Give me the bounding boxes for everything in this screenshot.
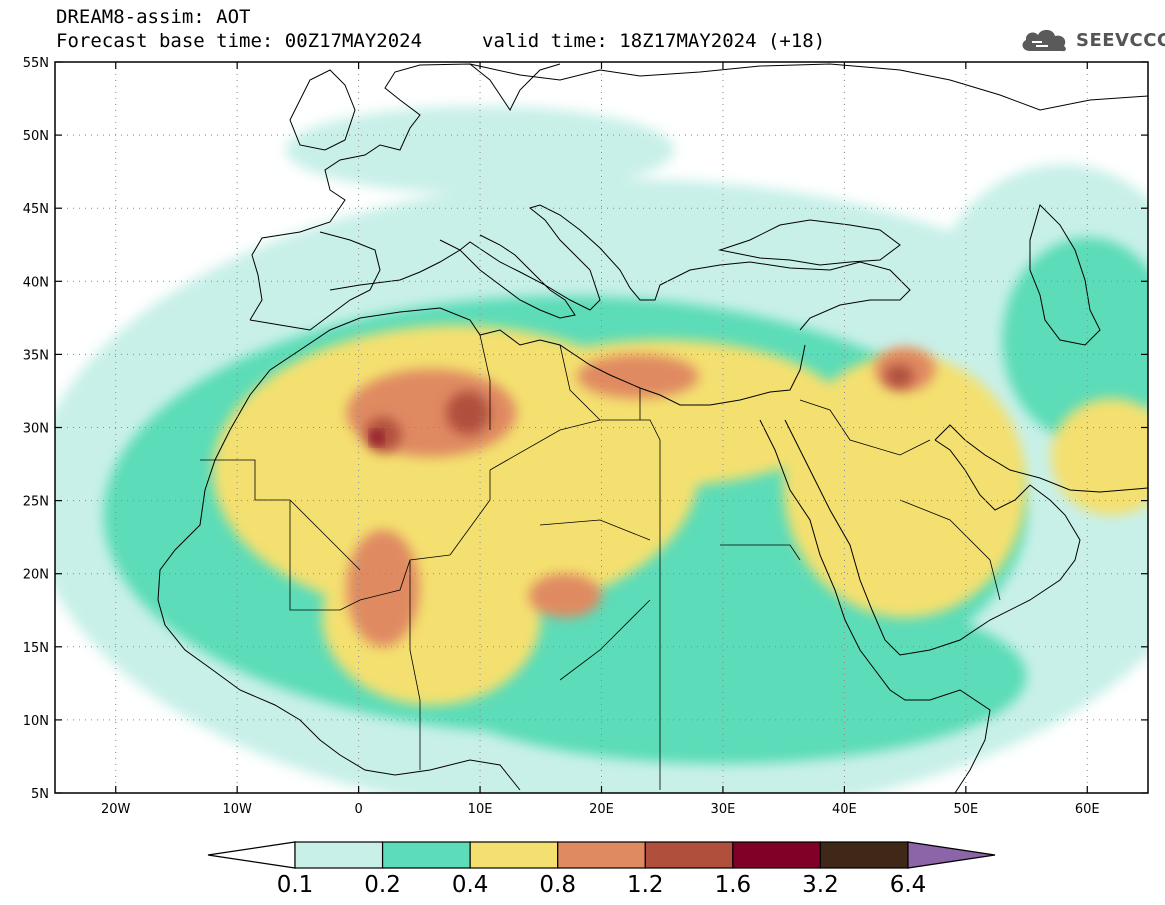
colorbar-swatch bbox=[294, 841, 384, 869]
aot-region-1.6-0 bbox=[370, 430, 383, 446]
colorbar-label: 1.6 bbox=[715, 872, 752, 898]
colorbar-label: 0.8 bbox=[539, 872, 576, 898]
lat-tick-label: 45N bbox=[23, 202, 49, 217]
colorbar-label: 1.2 bbox=[627, 872, 664, 898]
map-title: DREAM8-assim: AOT bbox=[56, 6, 251, 28]
coastline-red-sea bbox=[759, 419, 991, 793]
coastline-persian-gulf bbox=[934, 424, 1148, 493]
lat-tick-label: 50N bbox=[23, 129, 49, 144]
lon-tick-label: 30E bbox=[711, 802, 736, 817]
aot-level-1.6 bbox=[370, 430, 383, 446]
lat-tick-label: 5N bbox=[31, 787, 49, 802]
lat-tick-label: 20N bbox=[23, 568, 49, 583]
aot-region-0.4-3 bbox=[783, 354, 1027, 618]
colorbar-swatch bbox=[644, 841, 734, 869]
lon-tick-label: 60E bbox=[1075, 802, 1100, 817]
forecast-base-time: Forecast base time: 00Z17MAY2024 bbox=[56, 30, 423, 52]
lon-tick-label: 20W bbox=[101, 802, 131, 817]
lat-tick-label: 10N bbox=[23, 714, 49, 729]
cloud-icon bbox=[1022, 29, 1066, 52]
aot-region-1.2-0 bbox=[364, 417, 402, 453]
coastline-britain bbox=[289, 69, 356, 151]
lat-tick-label: 15N bbox=[23, 641, 49, 656]
colorbar-label: 0.1 bbox=[277, 872, 314, 898]
colorbar-label: 3.2 bbox=[802, 872, 839, 898]
aot-level-0.8 bbox=[346, 347, 936, 647]
colorbar-label: 0.4 bbox=[452, 872, 489, 898]
coastlines bbox=[157, 63, 1148, 793]
colorbar: 0.1 0.2 0.4 0.8 1.2 1.6 3.2 6.4 bbox=[207, 841, 996, 898]
lat-tick-label: 35N bbox=[23, 348, 49, 363]
aot-region-0.2-1 bbox=[1002, 237, 1148, 443]
coastline-iberia bbox=[249, 231, 381, 331]
aot-region-0.8-1 bbox=[346, 529, 420, 647]
aot-region-1.2-2 bbox=[884, 364, 914, 389]
colorbar-label: 0.2 bbox=[364, 872, 401, 898]
aot-field bbox=[55, 105, 1148, 793]
coastline-west-africa bbox=[157, 429, 521, 791]
colorbar-over-arrow bbox=[907, 841, 996, 869]
coastline-scandinavia bbox=[469, 63, 561, 111]
colorbar-swatch bbox=[469, 841, 559, 869]
aot-region-1.2-1 bbox=[446, 390, 490, 435]
lon-tick-label: 20E bbox=[589, 802, 614, 817]
lon-tick-label: 10W bbox=[222, 802, 252, 817]
aot-level-0.4 bbox=[212, 325, 1148, 706]
graticule bbox=[55, 62, 1148, 793]
lat-tick-label: 55N bbox=[23, 56, 49, 71]
coastline-europe bbox=[249, 63, 1148, 321]
axes: 55N 50N 45N 40N 35N 30N 25N 20N 15N 10N 5N 20W 10W 0 1… bbox=[23, 56, 1148, 817]
colorbar-swatch bbox=[819, 841, 909, 869]
coastline-caspian bbox=[1029, 204, 1101, 346]
coastline-italy bbox=[439, 234, 576, 319]
lon-tick-label: 50E bbox=[953, 802, 978, 817]
aot-region-0.1-1 bbox=[285, 105, 675, 194]
logo-text: SEEVCCC bbox=[1076, 29, 1165, 51]
lon-tick-label: 40E bbox=[832, 802, 857, 817]
seevccc-logo: SEEVCCC bbox=[1018, 22, 1165, 58]
coastline-black-sea bbox=[718, 219, 901, 266]
aot-region-0.4-1 bbox=[480, 339, 845, 486]
border-lines bbox=[200, 334, 1001, 790]
lon-tick-label: 10E bbox=[468, 802, 493, 817]
lon-tick-label: 0 bbox=[354, 802, 362, 817]
aot-region-0.8-3 bbox=[577, 354, 699, 399]
colorbar-label: 6.4 bbox=[890, 872, 927, 898]
coastline-arabia bbox=[784, 419, 1081, 656]
lat-tick-label: 25N bbox=[23, 495, 49, 510]
colorbar-swatch bbox=[732, 841, 822, 869]
aot-region-0.8-2 bbox=[528, 573, 602, 618]
lat-tick-label: 30N bbox=[23, 422, 49, 437]
coastline-north-africa bbox=[229, 307, 806, 431]
valid-time: valid time: 18Z17MAY2024 (+18) bbox=[482, 30, 826, 52]
lat-tick-label: 40N bbox=[23, 275, 49, 290]
colorbar-swatch bbox=[381, 841, 471, 869]
colorbar-under-arrow bbox=[207, 841, 296, 869]
colorbar-swatch bbox=[557, 841, 646, 869]
